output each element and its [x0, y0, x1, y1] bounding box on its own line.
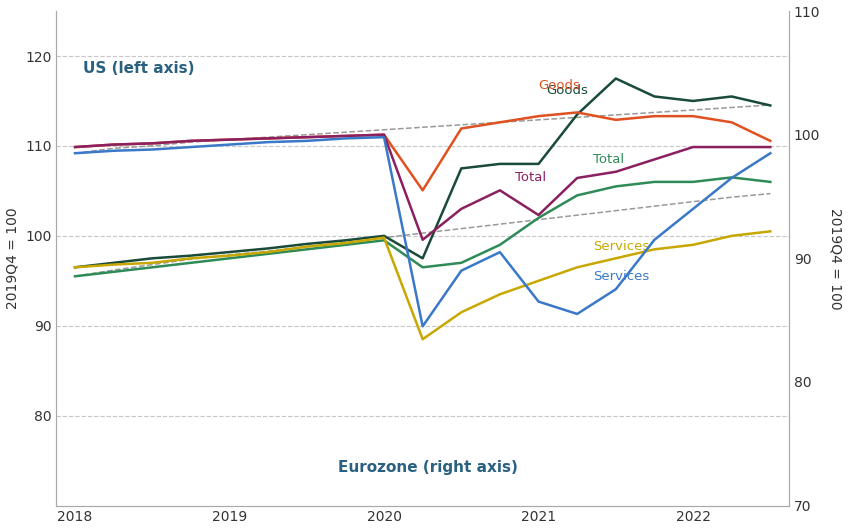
Text: Total: Total — [516, 172, 546, 184]
Y-axis label: 2019Q4 = 100: 2019Q4 = 100 — [6, 208, 20, 309]
Text: Goods: Goods — [538, 79, 580, 92]
Text: Services: Services — [593, 240, 649, 253]
Y-axis label: 2019Q4 = 100: 2019Q4 = 100 — [828, 208, 842, 309]
Text: Goods: Goods — [546, 84, 589, 96]
Text: Services: Services — [593, 270, 649, 284]
Text: US (left axis): US (left axis) — [83, 60, 194, 75]
Text: Total: Total — [593, 153, 624, 166]
Text: Eurozone (right axis): Eurozone (right axis) — [338, 460, 517, 475]
